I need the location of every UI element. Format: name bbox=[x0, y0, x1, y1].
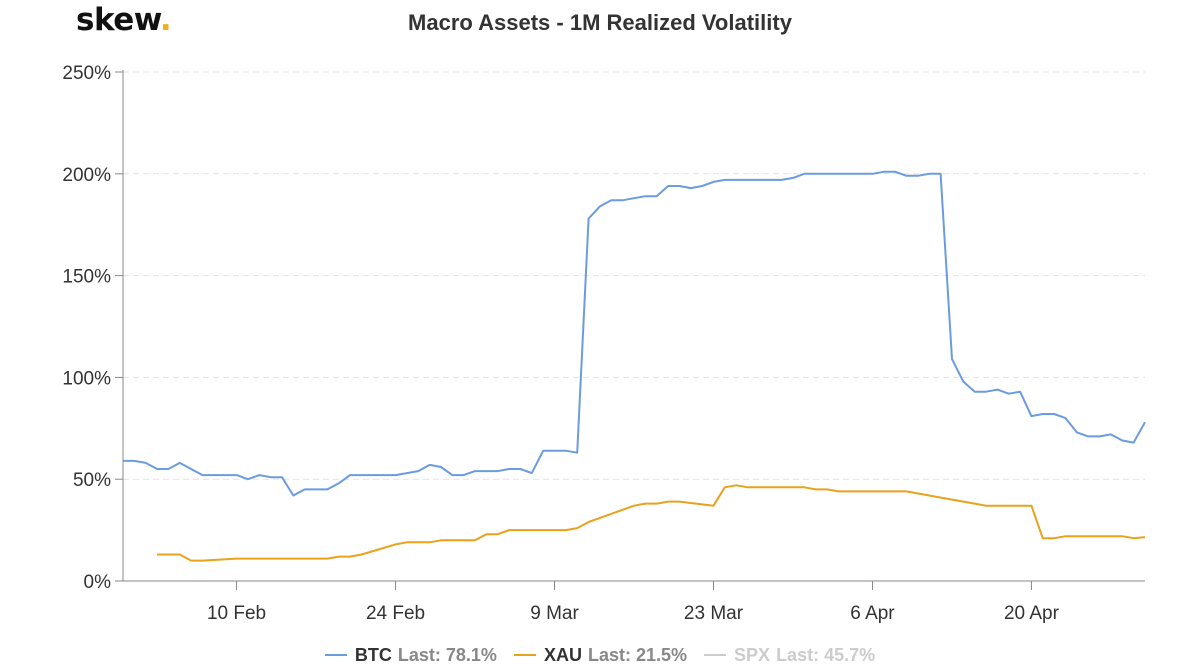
legend-item-btc[interactable]: BTC Last: 78.1% bbox=[324, 644, 497, 666]
legend-label-xau: XAU bbox=[543, 644, 582, 665]
axes: 0% 50% 100% 150% 200% 250% 10 Feb 24 Feb 9 Mar 23… bbox=[62, 63, 1145, 624]
legend-swatch-btc bbox=[324, 654, 347, 656]
x-tick-label: 6 Apr bbox=[850, 603, 895, 624]
x-tick-label: 24 Feb bbox=[366, 603, 425, 624]
legend-item-spx[interactable]: SPX Last: 45.7% bbox=[704, 645, 875, 666]
series-line-xau bbox=[157, 484, 1146, 562]
legend-swatch-spx bbox=[704, 654, 727, 656]
series-lines bbox=[123, 170, 1146, 562]
legend-item-xau[interactable]: XAU Last: 21.5% bbox=[513, 644, 688, 666]
legend-value-btc: Last: 78.1% bbox=[397, 644, 497, 665]
y-tick-label: 50% bbox=[73, 470, 111, 491]
volatility-chart: 0% 50% 100% 150% 200% 250% 10 Feb 24 Feb 9 Mar 23… bbox=[62, 63, 1146, 624]
legend: BTC Last: 78.1% XAU Last: 21.5% SPX Last… bbox=[0, 640, 1200, 666]
y-tick-label: 250% bbox=[62, 63, 111, 84]
skew-logo: skew. bbox=[76, 2, 172, 38]
y-tick-label: 100% bbox=[62, 368, 111, 389]
y-tick-label: 200% bbox=[62, 165, 111, 186]
legend-value-xau: Last: 21.5% bbox=[587, 644, 688, 665]
y-tick-label: 150% bbox=[62, 267, 111, 288]
legend-label-spx: SPX bbox=[734, 644, 771, 665]
x-tick-label: 20 Apr bbox=[1004, 603, 1060, 624]
legend-value-spx: Last: 45.7% bbox=[776, 644, 876, 665]
y-tick-label: 0% bbox=[84, 572, 112, 593]
legend-swatch-xau bbox=[513, 654, 536, 656]
x-tick-label: 10 Feb bbox=[207, 603, 266, 624]
chart-title: Macro Assets - 1M Realized Volatility bbox=[408, 10, 792, 35]
x-tick-label: 9 Mar bbox=[530, 603, 579, 624]
grid-lines bbox=[123, 71, 1145, 480]
series-line-btc bbox=[123, 170, 1146, 497]
legend-label-btc: BTC bbox=[354, 644, 392, 665]
x-tick-label: 23 Mar bbox=[684, 603, 744, 624]
